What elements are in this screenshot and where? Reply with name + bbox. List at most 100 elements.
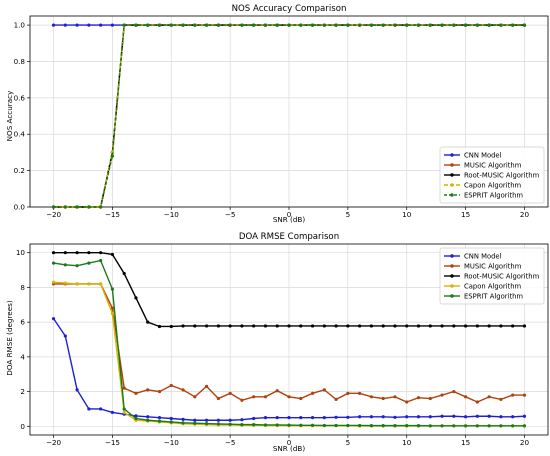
- x-tick-label: 20: [520, 438, 530, 447]
- data-point: [275, 389, 279, 393]
- data-point: [63, 205, 67, 209]
- legend-swatch-marker: [450, 294, 454, 298]
- data-point: [99, 205, 103, 209]
- data-point: [346, 23, 350, 27]
- data-point: [146, 415, 150, 419]
- data-point: [487, 414, 491, 418]
- x-tick-label: 20: [520, 210, 530, 219]
- data-point: [240, 422, 244, 427]
- data-point: [358, 391, 362, 395]
- data-point: [99, 407, 103, 411]
- data-point: [334, 423, 338, 428]
- data-point: [381, 396, 385, 401]
- x-tick-label: −15: [105, 438, 120, 447]
- data-point: [487, 424, 491, 428]
- data-point: [463, 395, 468, 399]
- y-tick-label: 10: [16, 248, 26, 257]
- data-point: [393, 23, 397, 27]
- data-point: [228, 418, 232, 422]
- data-point: [522, 324, 527, 328]
- data-point: [393, 324, 397, 328]
- data-point: [463, 23, 468, 27]
- data-point: [511, 324, 515, 328]
- data-point: [110, 410, 115, 415]
- data-point: [122, 23, 126, 27]
- legend-swatch-marker: [450, 183, 454, 187]
- legend-label: Root-MUSIC Algorithm: [464, 171, 540, 179]
- data-point: [216, 422, 220, 426]
- legend-item: CNN Model: [444, 252, 502, 260]
- data-point: [310, 23, 315, 27]
- data-point: [299, 423, 303, 427]
- data-point: [204, 384, 209, 388]
- data-point: [440, 393, 444, 397]
- data-point: [428, 396, 432, 401]
- x-tick-label: −10: [164, 438, 180, 447]
- x-tick-label: −10: [164, 210, 180, 219]
- data-point: [299, 324, 303, 328]
- legend-label: ESPRIT Algorithm: [464, 292, 523, 300]
- data-point: [522, 424, 527, 428]
- data-point: [310, 416, 315, 420]
- data-point: [511, 415, 515, 419]
- data-point: [393, 395, 397, 399]
- data-point: [75, 264, 79, 268]
- x-tick-label: 15: [461, 210, 470, 219]
- data-point: [334, 415, 338, 419]
- data-point: [110, 306, 115, 310]
- data-point: [51, 261, 56, 265]
- data-point: [287, 324, 291, 328]
- data-point: [405, 415, 409, 419]
- data-point: [358, 423, 362, 428]
- data-point: [122, 407, 126, 411]
- data-point: [122, 410, 126, 415]
- data-point: [51, 280, 56, 284]
- legend-swatch-marker: [450, 274, 454, 278]
- data-point: [169, 23, 173, 27]
- y-tick-label: 0.6: [14, 93, 26, 102]
- data-point: [87, 205, 91, 209]
- legend-box: [439, 146, 545, 204]
- data-point: [63, 23, 67, 27]
- data-point: [463, 424, 468, 428]
- data-point: [405, 324, 409, 328]
- data-point: [405, 424, 409, 428]
- data-point: [416, 424, 421, 428]
- data-point: [346, 423, 350, 428]
- data-point: [475, 324, 479, 328]
- data-point: [346, 391, 350, 395]
- data-point: [181, 324, 185, 328]
- data-point: [322, 416, 326, 420]
- data-point: [216, 23, 220, 27]
- data-point: [275, 23, 279, 27]
- data-point: [216, 396, 220, 401]
- data-point: [322, 324, 326, 328]
- x-axis-label: SNR (dB): [273, 215, 306, 224]
- data-point: [322, 388, 326, 392]
- data-point: [522, 393, 527, 397]
- data-point: [204, 324, 209, 328]
- legend-box: [439, 247, 545, 305]
- data-point: [440, 414, 444, 418]
- data-point: [275, 324, 279, 328]
- data-point: [287, 423, 291, 427]
- x-tick-label: −20: [46, 438, 62, 447]
- data-point: [63, 263, 67, 267]
- data-point: [299, 23, 303, 27]
- data-point: [440, 424, 444, 428]
- x-tick-label: 15: [461, 438, 470, 447]
- data-point: [240, 418, 244, 422]
- data-point: [134, 416, 138, 421]
- data-point: [146, 388, 150, 392]
- data-point: [405, 23, 409, 27]
- y-axis-label: NOS Accuracy: [5, 90, 14, 141]
- data-point: [334, 23, 338, 27]
- series-esprit-algorithm: [51, 23, 527, 209]
- data-point: [51, 317, 56, 321]
- data-point: [63, 281, 67, 285]
- y-tick-label: 0: [20, 422, 25, 431]
- data-point: [193, 324, 197, 328]
- x-tick-label: 0: [287, 210, 292, 219]
- data-point: [75, 23, 79, 27]
